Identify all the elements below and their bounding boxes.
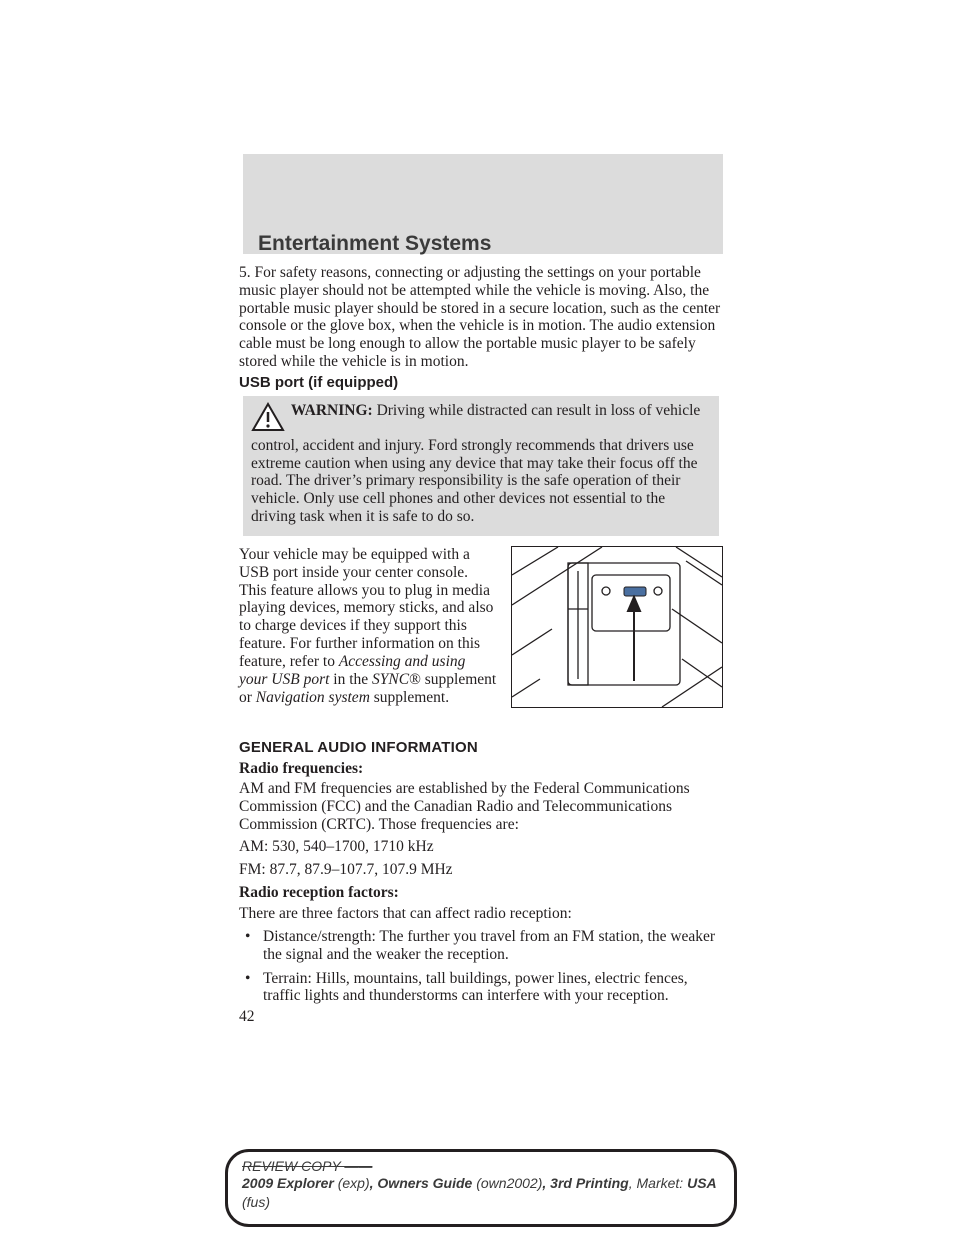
usb-para-ital3: Navigation system xyxy=(256,689,370,706)
footer-model: 2009 Explorer xyxy=(242,1175,334,1191)
radio-frequencies-heading: Radio frequencies: xyxy=(239,760,723,778)
bullet-text: Terrain: Hills, mountains, tall building… xyxy=(263,970,723,1006)
page-number: 42 xyxy=(239,1008,255,1026)
safety-paragraph: 5. For safety reasons, connecting or adj… xyxy=(239,264,723,371)
list-item: • Distance/strength: The further you tra… xyxy=(239,928,723,964)
footer-market-label: , Market: xyxy=(629,1175,687,1191)
usb-para-ital2: SYNC xyxy=(372,671,409,688)
warning-triangle-icon xyxy=(251,402,285,437)
footer-printing: , 3rd Printing xyxy=(542,1175,628,1191)
warning-label: WARNING: xyxy=(291,402,373,419)
footer-model-code: (exp) xyxy=(334,1175,370,1191)
usb-center-console-diagram xyxy=(511,546,723,708)
warning-body: Driving while distracted can result in l… xyxy=(251,402,700,525)
usb-paragraph: Your vehicle may be equipped with a USB … xyxy=(239,546,497,706)
bullet-dot-icon: • xyxy=(239,928,263,964)
general-audio-heading: GENERAL AUDIO INFORMATION xyxy=(239,739,723,756)
warning-text: WARNING: Driving while distracted can re… xyxy=(251,402,700,525)
usb-port-heading: USB port (if equipped) xyxy=(239,374,723,391)
usb-para-reg: ® xyxy=(409,671,421,688)
usb-section: Your vehicle may be equipped with a USB … xyxy=(239,546,723,706)
list-item: • Terrain: Hills, mountains, tall buildi… xyxy=(239,970,723,1006)
footer-line-2: (fus) xyxy=(242,1193,720,1212)
fm-frequencies: FM: 87.7, 87.9–107.7, 107.9 MHz xyxy=(239,861,723,879)
am-frequencies: AM: 530, 540–1700, 1710 kHz xyxy=(239,838,723,856)
review-copy-label: REVIEW COPY —— xyxy=(242,1158,720,1174)
warning-box: WARNING: Driving while distracted can re… xyxy=(243,396,719,536)
chapter-title: Entertainment Systems xyxy=(258,232,491,256)
page: Entertainment Systems 5. For safety reas… xyxy=(0,0,954,1235)
bullet-dot-icon: • xyxy=(239,970,263,1006)
reception-factors-list: • Distance/strength: The further you tra… xyxy=(239,928,723,1011)
footer-line-1: 2009 Explorer (exp), Owners Guide (own20… xyxy=(242,1174,720,1193)
bullet-text: Distance/strength: The further you trave… xyxy=(263,928,723,964)
footer-box: REVIEW COPY —— 2009 Explorer (exp), Owne… xyxy=(225,1149,737,1227)
footer-fus: (fus) xyxy=(242,1194,270,1210)
usb-para-pre: Your vehicle may be equipped with a USB … xyxy=(239,546,493,670)
usb-para-mid1: in the xyxy=(329,671,372,688)
footer-guide: , Owners Guide xyxy=(370,1175,473,1191)
footer-market: USA xyxy=(687,1175,717,1191)
reception-factors-heading: Radio reception factors: xyxy=(239,884,723,902)
usb-para-post: supplement. xyxy=(370,689,449,706)
radio-frequencies-paragraph: AM and FM frequencies are established by… xyxy=(239,780,723,833)
reception-factors-intro: There are three factors that can affect … xyxy=(239,905,723,923)
footer-guide-code: (own2002) xyxy=(472,1175,542,1191)
